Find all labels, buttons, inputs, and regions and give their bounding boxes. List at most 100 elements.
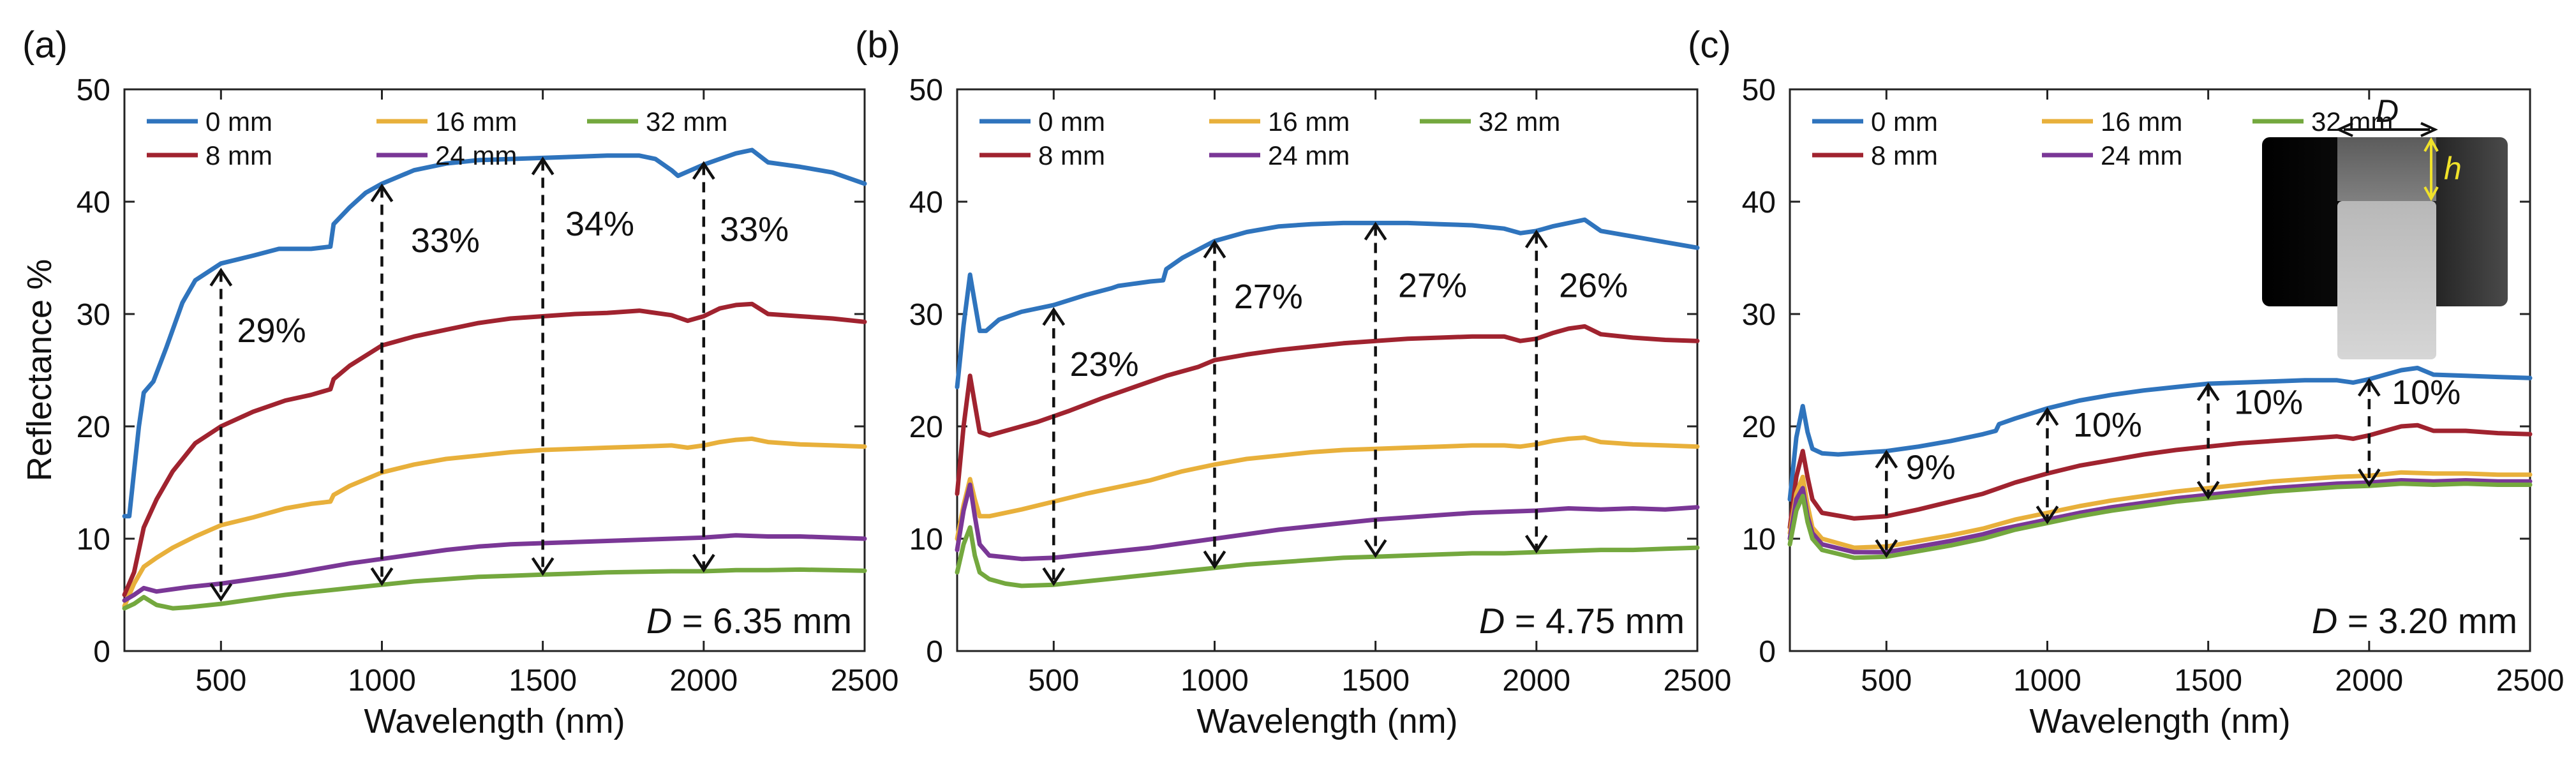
plot-frame [956, 88, 1699, 652]
difference-label: 9% [1906, 449, 1956, 487]
diameter-annotation: D = 6.35 mm [646, 601, 852, 641]
arrow-head-up [1524, 229, 1548, 249]
inset-width-arrow-head [2420, 122, 2438, 137]
chart-panel-2: (b) 0 10 20 30 40 50 500 1000 1500 2000 2500 Wavelen… [855, 24, 1731, 740]
series-line-24-mm [955, 483, 1700, 562]
x-tick-label: 1500 [509, 664, 577, 698]
panel-label: (a) [22, 24, 68, 66]
arrow-head-down [370, 567, 394, 587]
difference-label: 27% [1234, 278, 1303, 316]
arrow-head-down [692, 553, 715, 573]
y-tick-label: 20 [909, 410, 943, 444]
difference-label: 10% [2234, 384, 2303, 422]
series-line-32-mm [955, 525, 1700, 588]
x-tick-label: 1500 [2174, 664, 2242, 698]
x-axis-label: Wavelength (nm) [2029, 702, 2290, 740]
inset-width-label: D [2376, 93, 2399, 129]
x-tick-label: 2000 [2335, 664, 2403, 698]
diameter-symbol: D [646, 601, 672, 641]
arrow-head-down [2196, 481, 2220, 500]
y-tick-label: 20 [77, 410, 110, 444]
panel-label: (c) [1688, 24, 1731, 66]
x-tick-label: 1000 [2013, 664, 2081, 698]
inset-height-arrow-head [2423, 137, 2439, 152]
diameter-symbol: D [1479, 601, 1505, 641]
difference-label: 29% [237, 311, 306, 350]
legend-label: 8 mm [1038, 140, 1105, 170]
difference-label: 33% [411, 221, 480, 260]
inset-width-arrow-head [2335, 122, 2353, 137]
x-tick-label: 2000 [669, 664, 738, 698]
legend-label: 0 mm [1871, 107, 1938, 137]
legend-label: 0 mm [1038, 107, 1105, 137]
difference-label: 33% [720, 211, 789, 249]
y-tick-label: 50 [909, 73, 943, 107]
series-line-24-mm [122, 533, 867, 603]
arrow-head-down [1875, 539, 1898, 558]
y-tick-label: 20 [1742, 410, 1776, 444]
x-tick-label: 500 [1028, 664, 1079, 698]
arrow-head-down [531, 557, 555, 576]
y-tick-label: 0 [926, 635, 943, 669]
x-tick-label: 1000 [348, 664, 416, 698]
series-line-0-mm [1787, 366, 2533, 502]
inset-height-label: h [2444, 151, 2462, 186]
legend-label: 24 mm [1268, 140, 1350, 170]
diameter-value: = 3.20 mm [2337, 601, 2517, 641]
series-line-32-mm [122, 567, 867, 611]
diameter-value: = 6.35 mm [672, 601, 852, 641]
y-axis-label: Reflectance % [20, 259, 59, 481]
difference-label: 27% [1398, 267, 1467, 305]
arrow-head-up [2357, 378, 2381, 397]
legend-label: 8 mm [1871, 140, 1938, 170]
legend-label: 24 mm [435, 140, 517, 170]
inset-schematic: Dh [2262, 93, 2508, 359]
series-line-8-mm [955, 324, 1700, 497]
y-tick-label: 30 [1742, 298, 1776, 332]
arrow-head-up [531, 156, 555, 176]
legend-label: 16 mm [2101, 107, 2182, 137]
x-tick-label: 2500 [2496, 664, 2565, 698]
y-tick-label: 10 [77, 523, 110, 557]
x-tick-label: 1000 [1180, 664, 1249, 698]
arrow-head-up [209, 267, 233, 287]
y-tick-label: 30 [77, 298, 110, 332]
x-tick-label: 1500 [1341, 664, 1410, 698]
arrow-head-down [2357, 468, 2381, 488]
difference-label: 10% [2073, 406, 2142, 444]
arrow-head-up [1364, 221, 1387, 241]
inset-rod [2337, 201, 2436, 359]
difference-label: 23% [1070, 345, 1139, 384]
series-line-32-mm [1787, 481, 2533, 560]
series-line-16-mm [955, 435, 1700, 541]
series-line-0-mm [955, 217, 1700, 389]
chart-panel-1: (a) 0 10 20 30 40 50 500 1000 1500 2000 2500 Wavelen… [20, 24, 898, 740]
y-tick-label: 0 [1759, 635, 1776, 669]
x-tick-label: 2500 [831, 664, 899, 698]
x-tick-label: 2500 [1664, 664, 1732, 698]
inset-hole-cavity [2337, 137, 2436, 201]
x-tick-label: 500 [1861, 664, 1912, 698]
arrow-head-down [209, 583, 233, 602]
y-tick-label: 10 [1742, 523, 1776, 557]
legend-label: 32 mm [2311, 107, 2393, 137]
arrow-head-down [1203, 550, 1226, 569]
inset-height-arrow-head [2423, 186, 2439, 202]
y-tick-label: 10 [909, 523, 943, 557]
arrow-head-down [1042, 567, 1066, 587]
panel-label: (b) [855, 24, 900, 66]
legend-label: 0 mm [205, 107, 272, 137]
plot-frame [123, 88, 866, 652]
y-tick-label: 50 [77, 73, 110, 107]
x-axis-label: Wavelength (nm) [1196, 702, 1457, 740]
difference-label: 26% [1559, 267, 1628, 305]
series-line-16-mm [122, 436, 867, 609]
legend-label: 16 mm [1268, 107, 1350, 137]
diameter-symbol: D [2312, 601, 2337, 641]
y-tick-label: 40 [77, 186, 110, 220]
chart-panel-3: (c) 0 10 20 30 40 50 500 1000 1500 2000 2500 Wavelen… [1688, 24, 2564, 740]
diameter-annotation: D = 3.20 mm [2312, 601, 2517, 641]
arrow-head-up [1875, 449, 1898, 468]
legend-label: 16 mm [435, 107, 517, 137]
